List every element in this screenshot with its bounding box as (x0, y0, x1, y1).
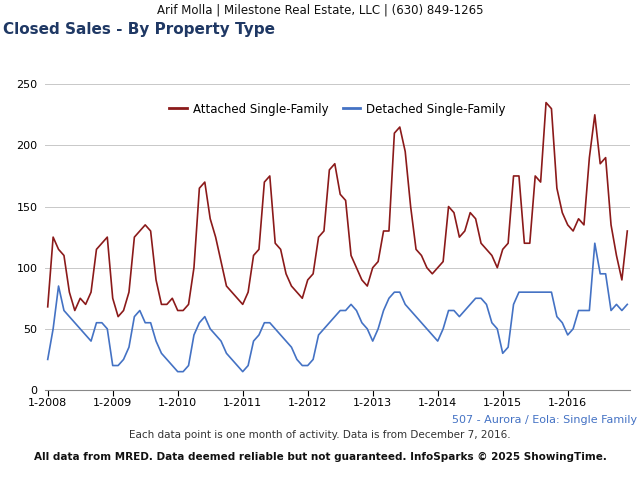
Text: All data from MRED. Data deemed reliable but not guaranteed. InfoSparks © 2025 S: All data from MRED. Data deemed reliable… (33, 452, 607, 462)
Text: Each data point is one month of activity. Data is from December 7, 2016.: Each data point is one month of activity… (129, 430, 511, 440)
Text: Arif Molla | Milestone Real Estate, LLC | (630) 849-1265: Arif Molla | Milestone Real Estate, LLC … (157, 3, 483, 16)
Text: Closed Sales - By Property Type: Closed Sales - By Property Type (3, 22, 275, 37)
Text: 507 - Aurora / Eola: Single Family: 507 - Aurora / Eola: Single Family (452, 415, 637, 425)
Legend: Attached Single-Family, Detached Single-Family: Attached Single-Family, Detached Single-… (164, 98, 511, 120)
